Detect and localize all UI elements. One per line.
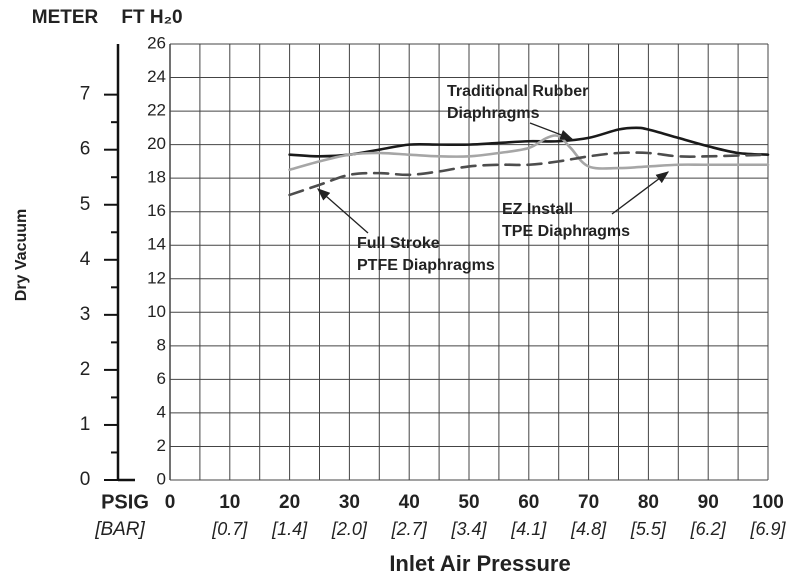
annotation-arrow <box>529 122 574 140</box>
x-tick-label: 40 <box>399 492 420 513</box>
y-tick-label: 6 <box>157 369 166 388</box>
x-tick-label: 0 <box>165 492 176 513</box>
annotation: Full Stroke <box>357 235 440 252</box>
x-unit2-label: [BAR] <box>94 519 145 540</box>
y-tick-label: 20 <box>147 134 166 153</box>
x-tick2-label: [0.7] <box>211 519 248 539</box>
y-tick-label: 2 <box>157 436 166 455</box>
x-tick2-label: [6.9] <box>749 519 786 539</box>
annotation: PTFE Diaphragms <box>357 257 495 274</box>
y-axis-unit: FT H₂0 <box>121 7 182 28</box>
x-tick-label: 60 <box>518 492 539 513</box>
y-tick-label: 22 <box>147 101 166 120</box>
x-tick2-label: [4.8] <box>570 519 607 539</box>
y2-tick-label: 1 <box>80 414 91 435</box>
x-tick2-label: [2.0] <box>331 519 368 539</box>
x-tick2-label: [2.7] <box>391 519 428 539</box>
x-tick-label: 20 <box>279 492 300 513</box>
y-tick-label: 4 <box>157 402 166 421</box>
series-line <box>288 151 770 197</box>
x-tick2-label: [3.4] <box>450 519 487 539</box>
annotation-arrow <box>611 171 670 215</box>
annotation: TPE Diaphragms <box>502 223 630 240</box>
x-tick2-label: [1.4] <box>271 519 308 539</box>
y-tick-label: 24 <box>147 67 166 86</box>
x-tick-label: 90 <box>698 492 719 513</box>
y-tick-label: 8 <box>157 335 166 354</box>
x-tick-label: 80 <box>638 492 659 513</box>
x-tick-label: 70 <box>578 492 599 513</box>
y-tick-label: 14 <box>147 235 166 254</box>
x-tick-label: 50 <box>458 492 479 513</box>
y-tick-label: 16 <box>147 201 166 220</box>
x-tick2-label: [5.5] <box>630 519 667 539</box>
y2-tick-label: 4 <box>80 249 91 270</box>
y-tick-label: 18 <box>147 168 166 187</box>
y2-tick-label: 7 <box>80 84 91 105</box>
annotation: EZ Install <box>502 201 573 218</box>
x-tick-label: 30 <box>339 492 360 513</box>
y2-tick-label: 5 <box>80 194 91 215</box>
y2-tick-label: 2 <box>80 359 91 380</box>
series-line <box>288 126 770 158</box>
lines <box>288 126 770 197</box>
y2-tick-label: 6 <box>80 139 91 160</box>
y-axis-title: Dry Vacuum <box>13 209 30 301</box>
y-tick-label: 12 <box>147 268 166 287</box>
x-tick2-label: [4.1] <box>510 519 547 539</box>
series-line <box>288 134 770 172</box>
annotation-arrow <box>317 188 369 234</box>
y-tick-label: 0 <box>157 469 166 488</box>
y-tick-label: 10 <box>147 302 166 321</box>
annotation: Traditional Rubber <box>447 83 588 100</box>
x-axis-title: Inlet Air Pressure <box>389 551 570 576</box>
x-tick2-label: [6.2] <box>690 519 727 539</box>
x-tick-label: 10 <box>219 492 240 513</box>
y2-tick-label: 0 <box>80 469 91 490</box>
y-tick-label: 26 <box>147 33 166 52</box>
annotation: Diaphragms <box>447 105 540 122</box>
grid <box>169 43 769 481</box>
y2-axis-title: METER <box>32 7 99 28</box>
x-tick-label: 100 <box>752 492 784 513</box>
x-unit-label: PSIG <box>101 491 149 513</box>
y2-tick-label: 3 <box>80 304 91 325</box>
